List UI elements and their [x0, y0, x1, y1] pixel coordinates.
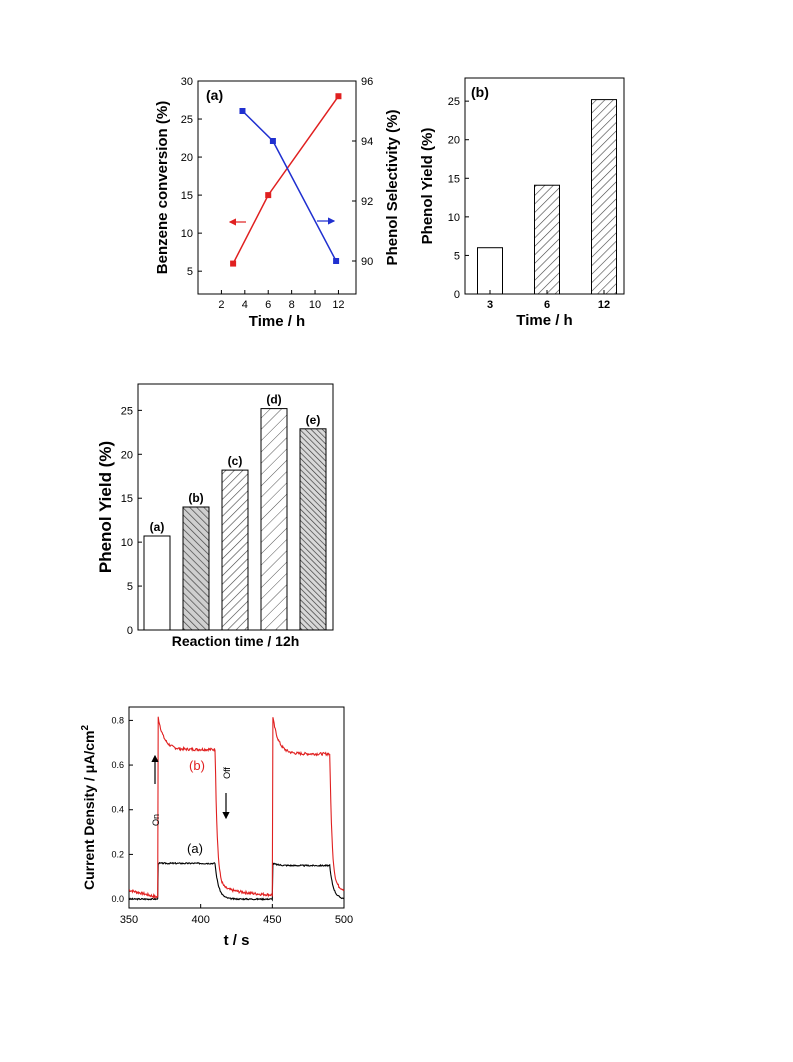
off-label: Off — [222, 767, 232, 779]
x-axis-title: t / s — [224, 932, 250, 949]
chart-fig2: 0 5 10 15 20 25 (a) (b) (c) (d) (e) Reaction time /… — [96, 383, 334, 649]
y-tick-label: 20 — [121, 449, 133, 461]
series-point-1 — [230, 260, 237, 267]
series-point-2 — [269, 138, 276, 144]
y-left-tick-label: 25 — [181, 114, 193, 126]
bar-(c) — [221, 469, 249, 631]
y-axis-title-superscript: 2 — [80, 725, 91, 731]
bar-(d) — [260, 408, 288, 631]
bar-label: (e) — [306, 413, 321, 427]
x-tick-label: 500 — [335, 914, 353, 926]
on-label: On — [151, 814, 161, 826]
y-left-tick-label: 20 — [181, 152, 193, 164]
y-tick-label: 0 — [454, 289, 460, 301]
y-tick-label: 0.8 — [111, 715, 124, 725]
y-tick-label: 0.4 — [111, 805, 124, 815]
x-axis-title: Time / h — [516, 312, 572, 329]
chart-fig3: 350 400 450 500 0.0 0.2 0.4 0.6 0.8 t / s Current … — [80, 706, 353, 949]
bar-(a) — [143, 535, 171, 631]
y-axis-title-text: Current Density / μA/cm — [81, 731, 97, 891]
bar-3 — [477, 247, 503, 295]
y-tick-label: 0 — [127, 625, 133, 637]
y-right-tick-label: 92 — [361, 196, 373, 208]
plot-frame — [197, 80, 357, 295]
y-right-tick-label: 94 — [361, 136, 373, 148]
x-tick-label: 6 — [544, 299, 550, 311]
y-left-tick-label: 5 — [187, 266, 193, 278]
series-label-b: (b) — [189, 758, 205, 773]
panel-label: (a) — [206, 87, 223, 103]
x-tick-label: 12 — [598, 299, 610, 311]
y-tick-label: 5 — [454, 250, 460, 262]
y-tick-label: 20 — [448, 135, 460, 147]
y-tick-label: 15 — [121, 493, 133, 505]
y-tick-label: 10 — [121, 537, 133, 549]
series-label-a: (a) — [187, 841, 203, 856]
series-line-2 — [241, 110, 337, 262]
y-right-tick-label: 96 — [361, 76, 373, 88]
x-tick-label: 2 — [218, 299, 224, 311]
bar-label: (a) — [150, 520, 165, 534]
x-tick-label: 3 — [487, 299, 493, 311]
y-tick-label: 25 — [448, 96, 460, 108]
y-right-axis-title: Phenol Selectivity (%) — [384, 110, 401, 266]
chart-fig1a: 2 4 6 8 10 12 5 10 15 20 25 30 90 92 94 96 Time / h Benze… — [154, 76, 401, 330]
x-tick-label: 450 — [263, 914, 281, 926]
y-axis-title: Phenol Yield (%) — [96, 441, 115, 573]
y-tick-label: 5 — [127, 581, 133, 593]
x-tick-label: 350 — [120, 914, 138, 926]
x-tick-label: 10 — [309, 299, 321, 311]
y-tick-label: 10 — [448, 212, 460, 224]
series-line-(b) — [128, 716, 345, 899]
plot-frame — [128, 706, 345, 909]
bar-6 — [534, 184, 560, 295]
y-axis-title: Phenol Yield (%) — [419, 128, 436, 245]
series-line-(a) — [128, 861, 345, 902]
x-tick-label: 4 — [242, 299, 248, 311]
y-right-tick-label: 90 — [361, 256, 373, 268]
bar-label: (d) — [266, 393, 281, 407]
x-tick-label: 8 — [289, 299, 295, 311]
y-tick-label: 15 — [448, 173, 460, 185]
x-axis-title: Reaction time / 12h — [172, 633, 300, 649]
y-left-axis-title: Benzene conversion (%) — [154, 101, 171, 274]
series-point-1 — [335, 93, 342, 100]
x-tick-label: 12 — [332, 299, 344, 311]
y-tick-label: 0.0 — [111, 894, 124, 904]
y-tick-label: 25 — [121, 405, 133, 417]
y-tick-label: 0.2 — [111, 849, 124, 859]
bar-label: (c) — [228, 454, 243, 468]
y-tick-label: 0.6 — [111, 760, 124, 770]
series-line-1 — [232, 95, 340, 264]
x-axis-title: Time / h — [249, 313, 305, 330]
bar-12 — [591, 99, 617, 295]
bar-(e) — [299, 428, 327, 631]
y-left-tick-label: 10 — [181, 228, 193, 240]
y-axis-title: Current Density / μA/cm2 — [80, 725, 97, 891]
x-tick-label: 400 — [191, 914, 209, 926]
x-tick-label: 6 — [265, 299, 271, 311]
chart-fig1b: 0 5 10 15 20 25 3 6 12 Time / h Phenol Yield (%) (b… — [419, 77, 625, 329]
bar-label: (b) — [188, 491, 203, 505]
y-left-tick-label: 30 — [181, 76, 193, 88]
y-left-tick-label: 15 — [181, 190, 193, 202]
series-point-2 — [239, 108, 246, 114]
series-point-2 — [333, 258, 340, 264]
panel-label: (b) — [471, 84, 489, 100]
series-point-1 — [265, 192, 272, 199]
bar-(b) — [182, 506, 210, 631]
